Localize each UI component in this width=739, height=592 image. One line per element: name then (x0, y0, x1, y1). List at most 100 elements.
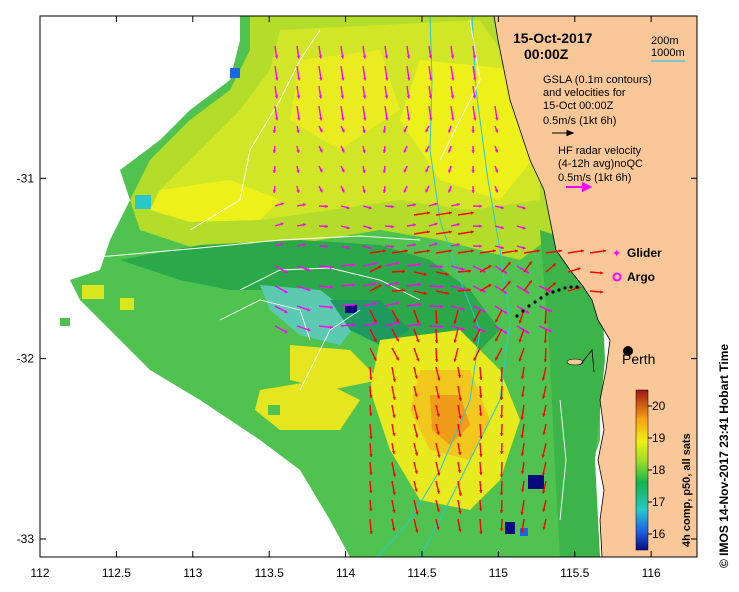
hf-radar-vectors (272, 45, 553, 334)
hf-radar-arrow (494, 265, 508, 274)
gsla-arrow (520, 461, 525, 474)
gsla-arrow (542, 385, 547, 399)
colorbar-label: 4h comp, p50, all sats (681, 433, 693, 547)
hf-radar-arrow (340, 45, 345, 59)
gsla-arrow (435, 518, 440, 530)
gsla-arrow (541, 366, 547, 381)
gsla-arrow (479, 283, 492, 292)
gsla-arrow (413, 249, 430, 254)
hf-radar-arrow (384, 224, 395, 229)
hf-radar-arrow (362, 185, 366, 193)
hf-radar-arrow (340, 245, 350, 250)
gsla-arrow (391, 518, 396, 531)
hf-radar-arrow (428, 222, 438, 227)
x-tick-label: 115 (489, 566, 508, 580)
y-tick-label: -31 (17, 171, 35, 185)
gsla-arrow (369, 461, 373, 476)
hf-radar-arrow (296, 185, 300, 193)
gsla-arrow (434, 347, 439, 363)
gsla-arrow (457, 230, 474, 235)
hf-radar-arrow (406, 45, 411, 59)
gsla-arrow (413, 347, 420, 362)
gsla-arrow (457, 404, 462, 419)
gsla-arrow (523, 280, 533, 292)
hf-radar-arrow (384, 281, 399, 287)
hf-radar-arrow (450, 325, 465, 331)
hf-radar-arrow (362, 165, 366, 173)
hf-radar-arrow (382, 185, 387, 194)
y-tick-label: -32 (17, 352, 35, 366)
colorbar (635, 389, 649, 551)
gsla-arrow (501, 280, 511, 292)
hf-radar-arrow (425, 185, 430, 193)
hf-radar-arrow (406, 262, 421, 267)
gsla-arrow (499, 499, 504, 514)
perth-label: Perth (622, 351, 655, 367)
gsla-arrow (435, 423, 440, 435)
hf-radar-arrow (472, 244, 483, 248)
hf-legend-scale: 0.5m/s (1kt 6h) (558, 172, 631, 184)
hf-radar-arrow (296, 285, 311, 292)
hf-radar-arrow (318, 265, 333, 269)
gsla-arrow (391, 385, 396, 400)
gsla-arrow (435, 461, 441, 476)
hf-radar-arrow (450, 222, 460, 227)
gsla-legend-line1: GSLA (0.1m contours) (543, 74, 652, 86)
hf-radar-arrow (340, 303, 356, 307)
gsla-arrow (499, 366, 504, 383)
gsla-arrow (499, 442, 504, 455)
gsla-arrow (435, 230, 452, 235)
hf-radar-arrow (362, 125, 366, 133)
hf-radar-arrow (318, 325, 333, 329)
x-tick-label: 116 (642, 566, 661, 580)
hf-radar-arrow (472, 224, 483, 228)
hf-radar-arrow (318, 165, 323, 173)
gsla-arrow (457, 499, 462, 514)
title-date: 15-Oct-2017 (513, 30, 593, 46)
colorbar-tick-label: 16 (652, 527, 666, 541)
hf-radar-arrow (340, 85, 345, 99)
axis-ticks: 112 112.5 113 113.5 114 114.5 115 115.5 116 -31 -3… (17, 16, 697, 580)
hf-radar-arrow (471, 145, 475, 154)
gsla-arrow (391, 249, 408, 254)
gsla-arrow (499, 423, 504, 437)
gsla-arrow (473, 347, 481, 361)
gsla-arrow (413, 328, 420, 343)
hf-radar-arrow (403, 185, 408, 193)
gsla-arrow (542, 404, 547, 417)
gsla-arrow (413, 461, 418, 474)
hf-radar-arrow (516, 265, 530, 274)
hf-radar-arrow (340, 283, 356, 287)
hf-radar-arrow (318, 105, 323, 121)
gsla-arrow (435, 499, 440, 512)
gsla-arrow (520, 404, 525, 420)
hf-radar-arrow (472, 285, 486, 293)
gsla-arrow (413, 518, 419, 533)
gsla-arrow (413, 290, 427, 295)
hf-radar-arrow (362, 321, 377, 327)
gsla-arrow (542, 518, 547, 530)
gsla-arrow (567, 267, 581, 273)
gsla-arrow (369, 249, 386, 254)
hf-radar-arrow (274, 242, 284, 247)
hf-radar-arrow (448, 125, 452, 133)
gsla-arrow (435, 211, 452, 216)
hf-radar-arrow (516, 245, 526, 250)
gsla-arrow (435, 366, 441, 381)
hf-radar-arrow (494, 185, 499, 193)
gsla-arrow (479, 264, 492, 273)
gsla-arrow (413, 211, 430, 216)
gsla-arrow (457, 366, 462, 378)
gsla-arrow (545, 262, 557, 273)
gsla-arrow (369, 499, 373, 512)
gsla-arrow (391, 309, 400, 323)
gsla-arrow (494, 347, 503, 361)
hf-radar-arrow (450, 242, 460, 247)
hf-radar-arrow (274, 305, 288, 314)
hf-radar-arrow (450, 265, 465, 271)
hf-radar-arrow (318, 244, 329, 249)
hf-radar-arrow (318, 125, 323, 133)
colorbar-tick-label: 18 (652, 463, 666, 477)
hf-radar-arrow (450, 202, 460, 207)
hf-radar-arrow (274, 285, 288, 294)
